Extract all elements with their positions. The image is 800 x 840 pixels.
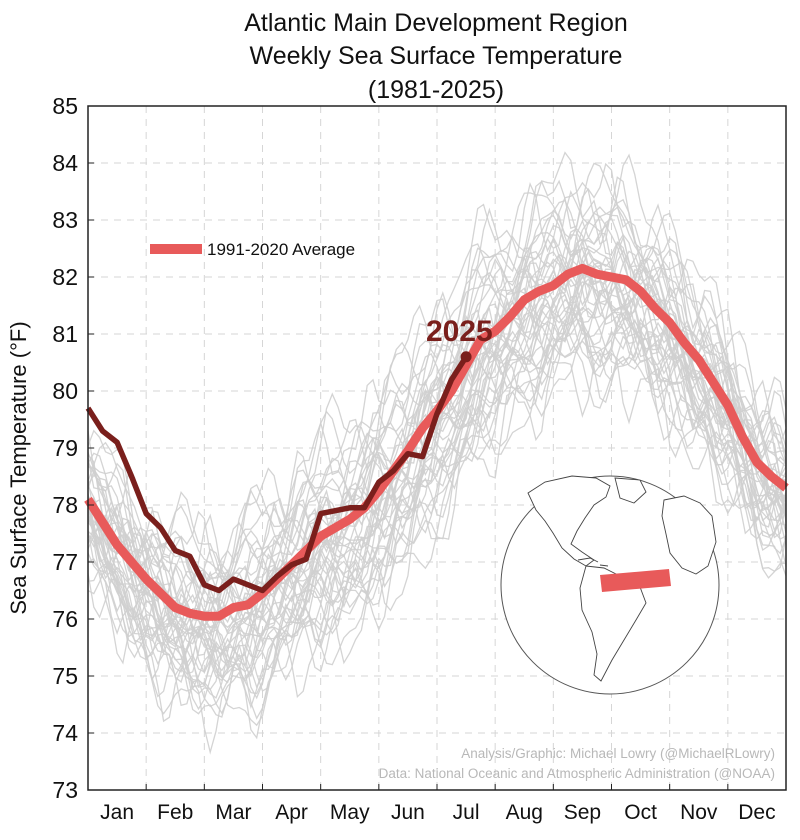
series-layer: [84, 263, 789, 621]
y-tick-label: 78: [52, 492, 78, 518]
x-tick-label: Jun: [391, 801, 425, 824]
x-tick-label: Apr: [275, 801, 308, 824]
historical-year-line: [87, 162, 787, 575]
africa-shape: [661, 495, 717, 575]
credit-analysis: Analysis/Graphic: Michael Lowry (@Michae…: [461, 746, 775, 761]
y-tick-label: 79: [52, 435, 78, 461]
y-tick-label: 84: [52, 150, 78, 176]
historical-year-line: [87, 338, 787, 727]
y-tick-label: 74: [52, 720, 78, 746]
x-tick-label: Mar: [215, 801, 251, 824]
y-tick-label: 76: [52, 606, 78, 632]
x-tick-label: Nov: [680, 801, 718, 824]
credit-data: Data: National Oceanic and Atmospheric A…: [379, 766, 775, 781]
x-axis-ticks: Jan Feb Mar Apr May Jun Jul Aug Sep Oct Nov Dec: [100, 784, 776, 824]
historical-year-line: [87, 303, 787, 709]
historical-year-line: [87, 233, 787, 623]
caribbean-islands: [577, 557, 609, 567]
y-tick-label: 77: [52, 549, 78, 575]
current-year-label: 2025: [426, 315, 493, 348]
y-tick-label: 73: [52, 777, 78, 803]
historical-year-line: [87, 280, 787, 683]
legend-label: 1991-2020 Average: [207, 240, 355, 259]
x-tick-label: Feb: [157, 801, 193, 824]
historical-year-line: [87, 257, 787, 657]
series-2025-endpoint: [460, 351, 472, 363]
y-tick-label: 83: [52, 207, 78, 233]
x-tick-label: Dec: [738, 801, 775, 824]
chart-title: Atlantic Main Development Region: [244, 9, 628, 37]
historical-year-line: [87, 301, 787, 691]
historical-year-line: [87, 190, 787, 619]
historical-year-line: [87, 264, 787, 639]
x-tick-label: Sep: [564, 801, 601, 824]
historical-year-line: [87, 293, 787, 711]
series-2025-line: [85, 355, 469, 594]
mdr-region-box: [600, 569, 671, 592]
x-tick-label: Aug: [506, 801, 543, 824]
y-tick-label: 85: [52, 93, 78, 119]
historical-year-line: [87, 151, 787, 581]
y-axis-ticks: 73 74 75 76 77 78 79 80 81 82 83 84 85: [52, 93, 94, 803]
y-tick-label: 82: [52, 264, 78, 290]
y-axis-label: Sea Surface Temperature (°F): [6, 321, 31, 614]
legend: 1991-2020 Average: [150, 240, 355, 259]
x-tick-label: May: [330, 801, 370, 824]
x-tick-label: Oct: [624, 801, 657, 824]
historical-year-line: [87, 327, 787, 720]
y-tick-label: 75: [52, 663, 78, 689]
chart-years: (1981-2025): [368, 76, 504, 104]
chart-subtitle: Weekly Sea Surface Temperature: [250, 42, 623, 70]
historical-year-line: [87, 176, 787, 586]
historical-year-line: [87, 273, 787, 679]
y-tick-label: 80: [52, 378, 78, 404]
x-tick-label: Jul: [453, 801, 480, 824]
greenland-shape: [614, 477, 647, 504]
north-america-shape: [527, 475, 611, 567]
x-tick-label: Jan: [100, 801, 134, 824]
historical-year-line: [87, 347, 787, 755]
inset-globe-map: [500, 475, 720, 695]
y-tick-label: 81: [52, 321, 78, 347]
